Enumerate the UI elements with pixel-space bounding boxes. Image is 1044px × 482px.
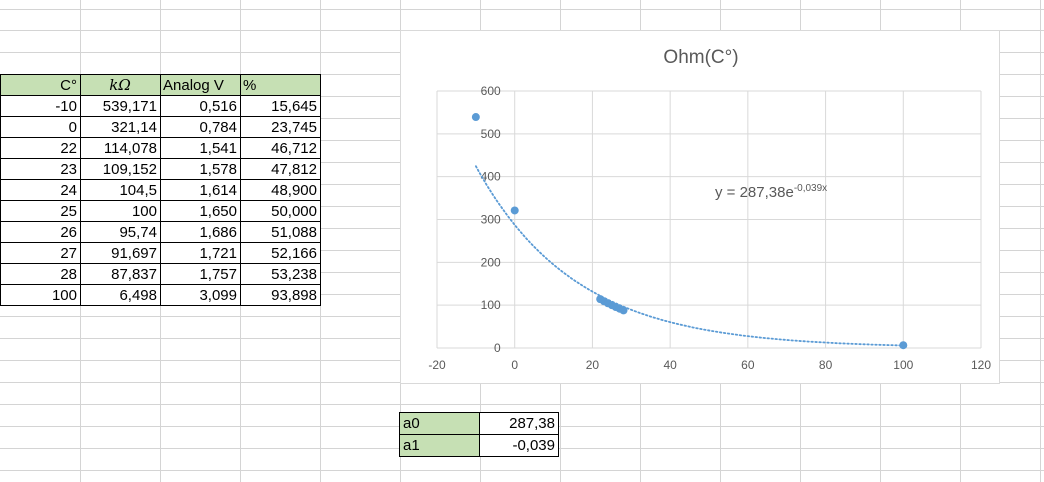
table-row: 22 114,078 1,541 46,712 [0,137,321,159]
cell-analog-v[interactable]: 1,578 [160,158,241,180]
cell-celsius[interactable]: 25 [0,200,81,222]
table-row: 100 6,498 3,099 93,898 [0,284,321,306]
y-tick-label: 600 [481,84,501,98]
cell-percent[interactable]: 51,088 [240,221,321,243]
coef-row-a1: a1 -0,039 [399,434,559,457]
cell-kohm[interactable]: 6,498 [80,284,161,306]
cell-celsius[interactable]: 100 [0,284,81,306]
coef-label-cell[interactable]: a1 [399,434,480,457]
table-row: -10 539,171 0,516 15,645 [0,95,321,117]
table-row: 28 87,837 1,757 53,238 [0,263,321,285]
cell-percent[interactable]: 93,898 [240,284,321,306]
cell-percent[interactable]: 50,000 [240,200,321,222]
cell-kohm[interactable]: 87,837 [80,263,161,285]
header-cell-percent[interactable]: % [240,74,321,96]
trendline-equation: y = 287,38e-0,039x [715,183,827,201]
gridline [0,470,1044,471]
cell-analog-v[interactable]: 1,757 [160,263,241,285]
coef-row-a0: a0 287,38 [399,412,559,435]
cell-kohm[interactable]: 114,078 [80,137,161,159]
y-tick-label: 200 [481,255,501,269]
table-body: -10 539,171 0,516 15,645 0 321,14 0,784 23,745 2… [0,95,321,306]
cell-analog-v[interactable]: 0,784 [160,116,241,138]
gridline [0,404,1044,405]
chart-canvas: Ohm(C°) 0 100 200 300 400 500 600 -20 0 20 40 60 80 10… [428,47,991,372]
cell-kohm[interactable]: 91,697 [80,242,161,264]
cell-analog-v[interactable]: 1,721 [160,242,241,264]
table-row: 25 100 1,650 50,000 [0,200,321,222]
cell-percent[interactable]: 48,900 [240,179,321,201]
cell-kohm[interactable]: 321,14 [80,116,161,138]
table-row: 23 109,152 1,578 47,812 [0,158,321,180]
header-cell-analog-v[interactable]: Analog V [160,74,241,96]
cell-analog-v[interactable]: 1,650 [160,200,241,222]
cell-celsius[interactable]: 27 [0,242,81,264]
cell-celsius[interactable]: 26 [0,221,81,243]
table-row: 26 95,74 1,686 51,088 [0,221,321,243]
cell-kohm[interactable]: 109,152 [80,158,161,180]
cell-celsius[interactable]: 24 [0,179,81,201]
y-tick-label: 300 [481,213,501,227]
cell-analog-v[interactable]: 1,541 [160,137,241,159]
cell-percent[interactable]: 52,166 [240,242,321,264]
cell-analog-v[interactable]: 1,614 [160,179,241,201]
ohm-chart[interactable]: Ohm(C°) 0 100 200 300 400 500 600 -20 0 20 40 60 80 10… [400,30,1000,384]
cell-kohm[interactable]: 95,74 [80,221,161,243]
x-tick-label: 80 [819,358,833,372]
coefficient-table: a0 287,38 a1 -0,039 [399,412,559,457]
y-tick-label: 0 [494,341,501,355]
equation-base: y = 287,38e [715,184,794,201]
x-tick-label: -20 [428,358,446,372]
cell-celsius[interactable]: 0 [0,116,81,138]
cell-celsius[interactable]: -10 [0,95,81,117]
trendline [475,165,905,347]
data-point[interactable] [510,206,519,215]
x-tick-label: 60 [741,358,755,372]
equation-exponent: -0,039x [794,183,827,194]
x-tick-label: 100 [893,358,913,372]
cell-percent[interactable]: 15,645 [240,95,321,117]
cell-celsius[interactable]: 23 [0,158,81,180]
cell-celsius[interactable]: 22 [0,137,81,159]
cell-percent[interactable]: 23,745 [240,116,321,138]
y-tick-label: 500 [481,127,501,141]
cell-percent[interactable]: 47,812 [240,158,321,180]
table-row: 0 321,14 0,784 23,745 [0,116,321,138]
cell-kohm[interactable]: 539,171 [80,95,161,117]
x-tick-label: 20 [586,358,600,372]
coef-value-cell[interactable]: 287,38 [479,412,559,435]
cell-celsius[interactable]: 28 [0,263,81,285]
x-tick-label: 0 [511,358,518,372]
cell-analog-v[interactable]: 3,099 [160,284,241,306]
data-point[interactable] [899,341,908,350]
cell-analog-v[interactable]: 0,516 [160,95,241,117]
cell-percent[interactable]: 53,238 [240,263,321,285]
cell-kohm[interactable]: 100 [80,200,161,222]
coef-value-cell[interactable]: -0,039 [479,434,559,457]
y-tick-label: 400 [481,170,501,184]
table-row: 24 104,5 1,614 48,900 [0,179,321,201]
coef-label-cell[interactable]: a0 [399,412,480,435]
chart-title: Ohm(C°) [663,47,738,68]
data-point[interactable] [619,306,628,315]
gridline [320,0,321,482]
gridline [1040,0,1041,482]
cell-percent[interactable]: 46,712 [240,137,321,159]
y-tick-label: 100 [481,298,501,312]
header-row: C° kΩ Analog V % [0,74,321,96]
gridline [0,9,1044,10]
x-tick-label: 40 [663,358,677,372]
cell-kohm[interactable]: 104,5 [80,179,161,201]
data-table: C° kΩ Analog V % -10 539,171 0,516 15,645 0 3… [0,74,321,306]
table-row: 27 91,697 1,721 52,166 [0,242,321,264]
cell-analog-v[interactable]: 1,686 [160,221,241,243]
header-cell-celsius[interactable]: C° [0,74,81,96]
x-tick-label: 120 [971,358,991,372]
header-cell-kohm[interactable]: kΩ [80,74,161,96]
data-point[interactable] [471,113,480,122]
